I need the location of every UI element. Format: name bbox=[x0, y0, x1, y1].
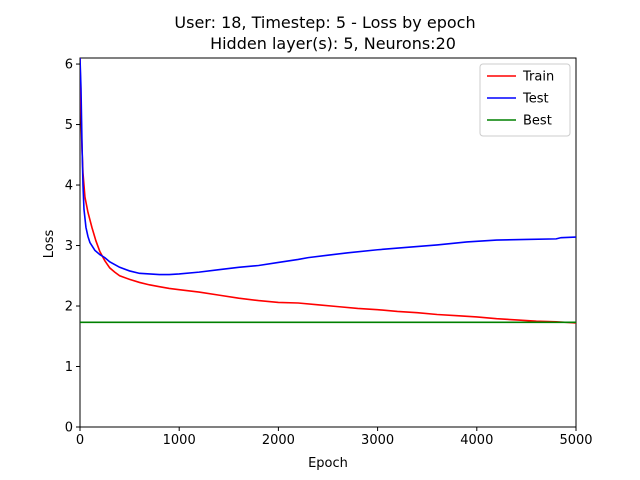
legend-label-best: Best bbox=[523, 114, 552, 129]
x-tick-label: 0 bbox=[76, 433, 84, 448]
legend-label-test: Test bbox=[522, 92, 549, 107]
x-axis-label: Epoch bbox=[308, 456, 348, 471]
legend: Train Test Best bbox=[479, 63, 571, 137]
chart-subtitle: Hidden layer(s): 5, Neurons:20 bbox=[210, 34, 456, 53]
y-tick-label: 1 bbox=[65, 360, 73, 375]
y-tick-label: 3 bbox=[65, 239, 73, 254]
chart-title: User: 18, Timestep: 5 - Loss by epoch bbox=[174, 13, 475, 32]
x-tick-label: 2000 bbox=[262, 433, 295, 448]
legend-label-train: Train bbox=[522, 70, 554, 85]
series-line-train bbox=[80, 58, 576, 324]
y-tick-label: 0 bbox=[65, 421, 73, 436]
y-axis-label: Loss bbox=[42, 230, 57, 259]
y-tick-label: 5 bbox=[65, 118, 73, 133]
x-tick-label: 5000 bbox=[559, 433, 592, 448]
x-axis: 0 1000 2000 3000 4000 5000 bbox=[76, 427, 593, 448]
y-tick-label: 2 bbox=[65, 300, 73, 315]
legend-box bbox=[479, 63, 571, 137]
y-axis: 0 1 2 3 4 5 6 bbox=[65, 58, 80, 436]
y-tick-label: 6 bbox=[65, 58, 73, 73]
series-layer bbox=[80, 58, 576, 324]
y-tick-label: 4 bbox=[65, 179, 73, 194]
x-tick-label: 4000 bbox=[460, 433, 493, 448]
x-tick-label: 1000 bbox=[163, 433, 196, 448]
x-tick-label: 3000 bbox=[361, 433, 394, 448]
series-line-test bbox=[80, 58, 576, 276]
plot-frame bbox=[79, 57, 577, 428]
